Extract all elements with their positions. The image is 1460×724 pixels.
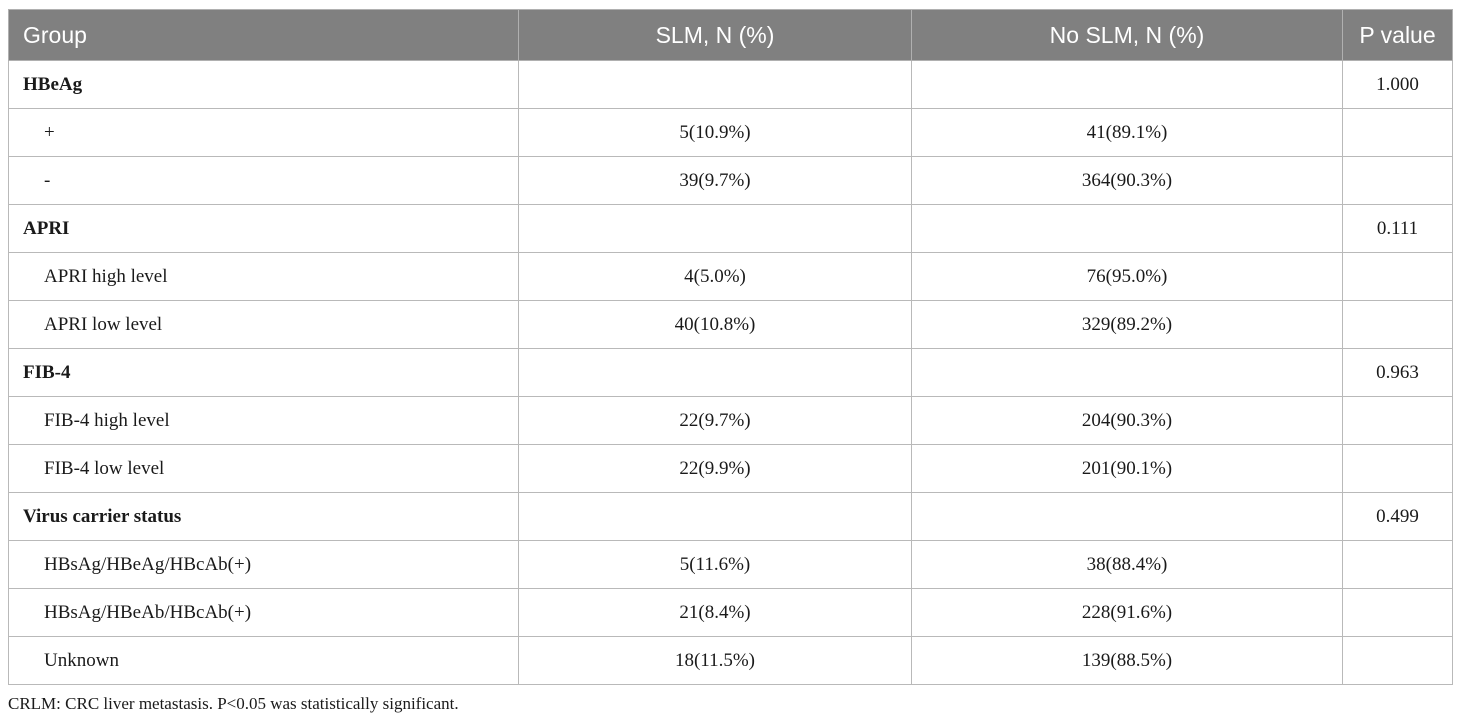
subgroup-label: APRI low level [8, 300, 519, 349]
no-slm-value: 41(89.1%) [911, 108, 1343, 157]
subgroup-label: + [8, 108, 519, 157]
p-value: 0.499 [1342, 492, 1453, 541]
data-table: Group SLM, N (%) No SLM, N (%) P value H… [8, 9, 1453, 685]
table-row: FIB-4 high level 22(9.7%) 204(90.3%) [8, 396, 1453, 445]
group-label: FIB-4 [8, 348, 519, 397]
p-value [1342, 396, 1453, 445]
p-value [1342, 540, 1453, 589]
no-slm-value: 201(90.1%) [911, 444, 1343, 493]
slm-value [518, 492, 912, 541]
slm-value: 22(9.9%) [518, 444, 912, 493]
subgroup-label: - [8, 156, 519, 205]
p-value [1342, 300, 1453, 349]
p-value [1342, 444, 1453, 493]
no-slm-value: 38(88.4%) [911, 540, 1343, 589]
p-value: 0.111 [1342, 204, 1453, 253]
slm-value: 22(9.7%) [518, 396, 912, 445]
header-slm: SLM, N (%) [518, 9, 912, 61]
subgroup-label: HBsAg/HBeAg/HBcAb(+) [8, 540, 519, 589]
data-table-container: Group SLM, N (%) No SLM, N (%) P value H… [8, 9, 1453, 685]
no-slm-value: 204(90.3%) [911, 396, 1343, 445]
group-row: HBeAg 1.000 [8, 60, 1453, 109]
slm-value: 18(11.5%) [518, 636, 912, 685]
table-row: HBsAg/HBeAb/HBcAb(+) 21(8.4%) 228(91.6%) [8, 588, 1453, 637]
header-no-slm: No SLM, N (%) [911, 9, 1343, 61]
table-row: APRI high level 4(5.0%) 76(95.0%) [8, 252, 1453, 301]
table-row: HBsAg/HBeAg/HBcAb(+) 5(11.6%) 38(88.4%) [8, 540, 1453, 589]
header-row: Group SLM, N (%) No SLM, N (%) P value [8, 9, 1453, 61]
table-header: Group SLM, N (%) No SLM, N (%) P value [8, 9, 1453, 61]
p-value: 1.000 [1342, 60, 1453, 109]
table-row: Unknown 18(11.5%) 139(88.5%) [8, 636, 1453, 685]
subgroup-label: Unknown [8, 636, 519, 685]
table-row: -39(9.7%) 364(90.3%) [8, 156, 1453, 205]
subgroup-label: FIB-4 low level [8, 444, 519, 493]
p-value [1342, 156, 1453, 205]
group-label: APRI [8, 204, 519, 253]
p-value: 0.963 [1342, 348, 1453, 397]
table-footnote: CRLM: CRC liver metastasis. P<0.05 was s… [8, 694, 459, 713]
p-value [1342, 108, 1453, 157]
slm-value [518, 60, 912, 109]
p-value [1342, 636, 1453, 685]
table-row: APRI low level 40(10.8%) 329(89.2%) [8, 300, 1453, 349]
no-slm-value: 139(88.5%) [911, 636, 1343, 685]
subgroup-label: HBsAg/HBeAb/HBcAb(+) [8, 588, 519, 637]
slm-value: 5(11.6%) [518, 540, 912, 589]
table-row: FIB-4 low level 22(9.9%) 201(90.1%) [8, 444, 1453, 493]
slm-value: 5(10.9%) [518, 108, 912, 157]
no-slm-value: 228(91.6%) [911, 588, 1343, 637]
slm-value [518, 348, 912, 397]
no-slm-value [911, 60, 1343, 109]
p-value [1342, 252, 1453, 301]
group-label: HBeAg [8, 60, 519, 109]
p-value [1342, 588, 1453, 637]
group-row: FIB-4 0.963 [8, 348, 1453, 397]
group-row: APRI 0.111 [8, 204, 1453, 253]
header-group: Group [8, 9, 519, 61]
no-slm-value [911, 492, 1343, 541]
table-body: HBeAg 1.000 +5(10.9%) 41(89.1%) -39(9.7%) 364… [8, 60, 1453, 685]
no-slm-value [911, 204, 1343, 253]
slm-value: 39(9.7%) [518, 156, 912, 205]
slm-value: 4(5.0%) [518, 252, 912, 301]
no-slm-value: 329(89.2%) [911, 300, 1343, 349]
slm-value: 40(10.8%) [518, 300, 912, 349]
group-row: Virus carrier status 0.499 [8, 492, 1453, 541]
table-row: +5(10.9%) 41(89.1%) [8, 108, 1453, 157]
subgroup-label: APRI high level [8, 252, 519, 301]
slm-value [518, 204, 912, 253]
no-slm-value: 76(95.0%) [911, 252, 1343, 301]
slm-value: 21(8.4%) [518, 588, 912, 637]
subgroup-label: FIB-4 high level [8, 396, 519, 445]
group-label: Virus carrier status [8, 492, 519, 541]
header-p-value: P value [1342, 9, 1453, 61]
no-slm-value [911, 348, 1343, 397]
no-slm-value: 364(90.3%) [911, 156, 1343, 205]
